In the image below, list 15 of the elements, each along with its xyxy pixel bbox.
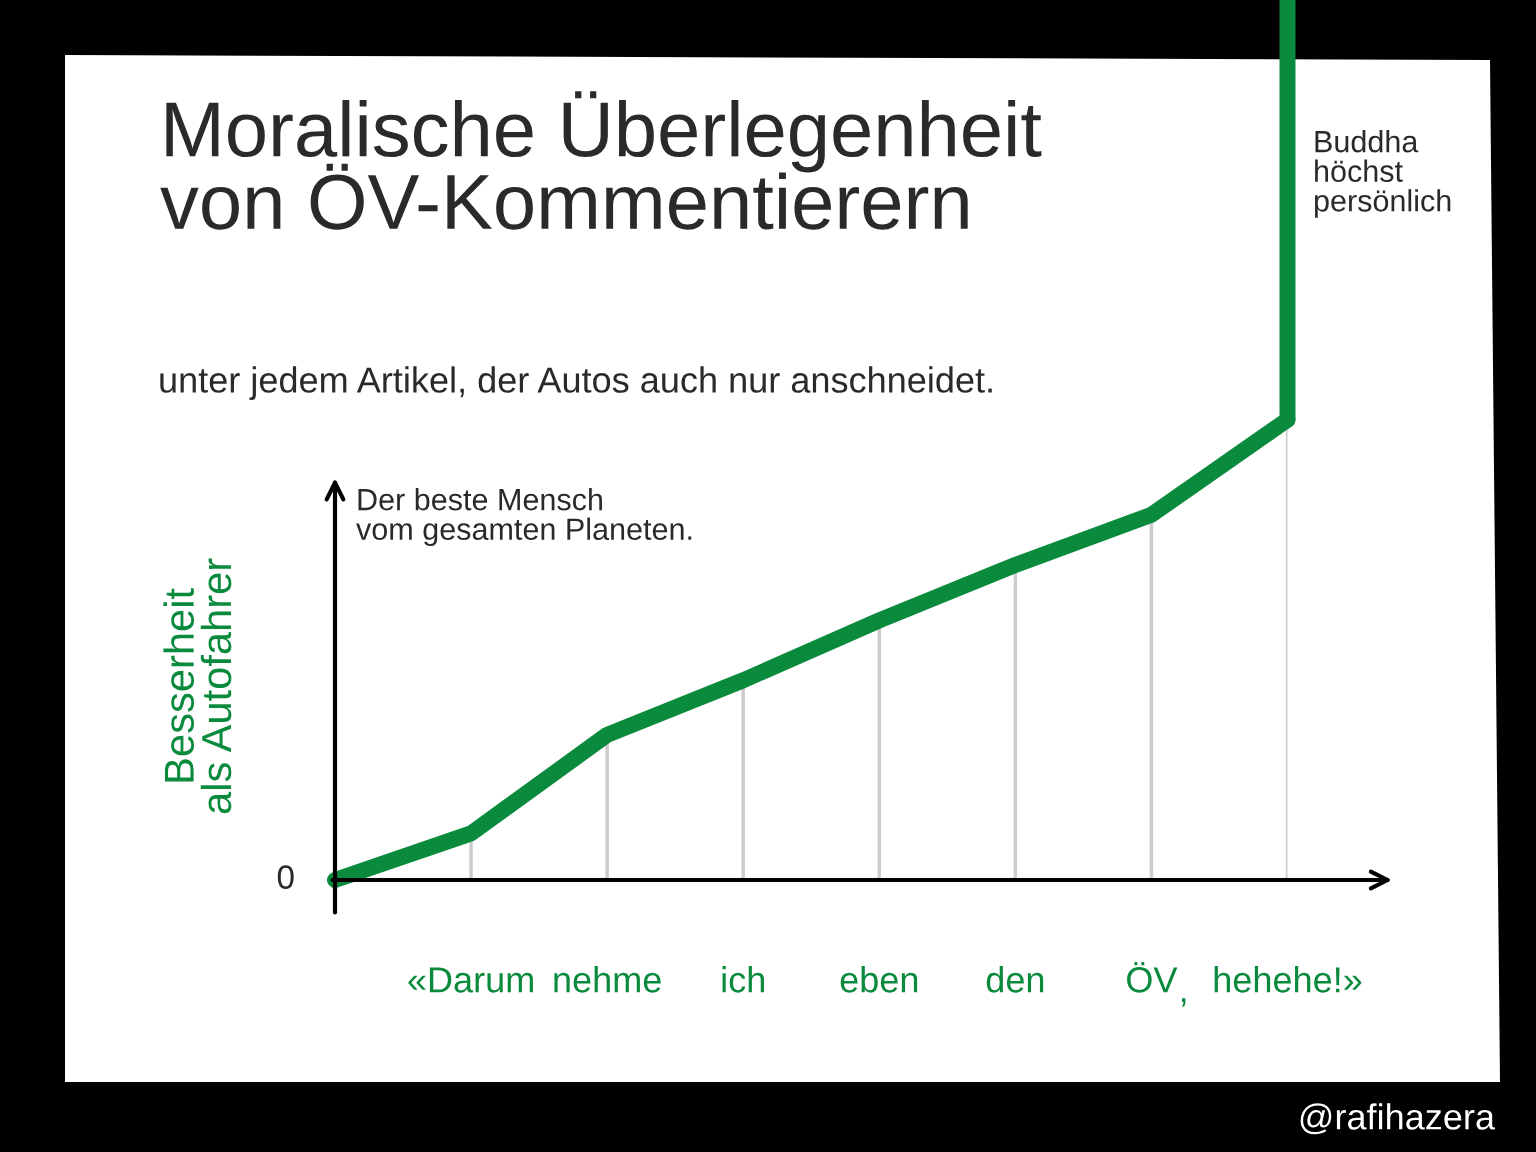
text: @rafihazera — [1300, 1103, 1496, 1135]
x-tick-label: ich — [722, 966, 764, 993]
y-axis-title: Besserheit als Autofahrer — [163, 558, 232, 814]
annotation: 0 — [277, 865, 294, 889]
x-tick-label: eben — [840, 966, 918, 993]
text: , — [1181, 998, 1186, 1007]
annotation: Buddha höchst persönlich — [1314, 130, 1451, 218]
x-tick-label: hehehe!» — [1214, 966, 1362, 993]
text: unter jedem Artikel, der Autos auch nur anschneidet. — [160, 366, 992, 400]
x-tick-label: ÖV — [1127, 962, 1178, 993]
annotation: Der beste Mensch vom gesamten Planeten. — [356, 488, 692, 547]
x-tick-label: den — [986, 966, 1044, 993]
x-tick-label: nehme — [554, 966, 661, 993]
text: Moralische Überlegenheit von ÖV-Kommentierern — [160, 91, 1042, 230]
x-tick-label: «Darum — [408, 967, 533, 993]
